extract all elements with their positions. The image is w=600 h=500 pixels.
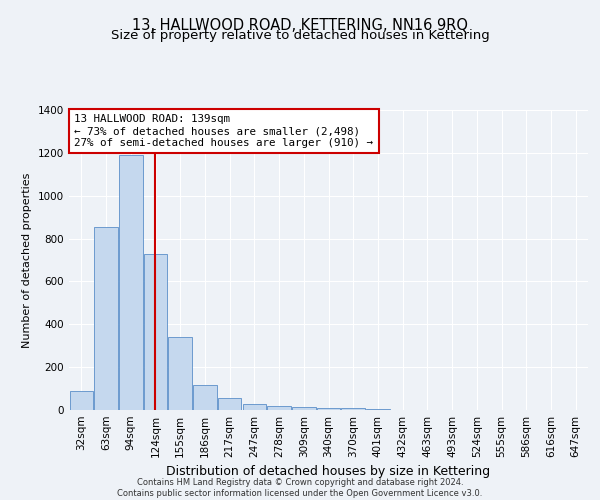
Text: Contains HM Land Registry data © Crown copyright and database right 2024.
Contai: Contains HM Land Registry data © Crown c… xyxy=(118,478,482,498)
Y-axis label: Number of detached properties: Number of detached properties xyxy=(22,172,32,348)
Bar xyxy=(268,406,291,410)
Bar xyxy=(341,408,365,410)
Bar xyxy=(144,254,167,410)
Text: 13 HALLWOOD ROAD: 139sqm
← 73% of detached houses are smaller (2,498)
27% of sem: 13 HALLWOOD ROAD: 139sqm ← 73% of detach… xyxy=(74,114,373,148)
Text: Size of property relative to detached houses in Kettering: Size of property relative to detached ho… xyxy=(110,29,490,42)
Text: 13, HALLWOOD ROAD, KETTERING, NN16 9RQ: 13, HALLWOOD ROAD, KETTERING, NN16 9RQ xyxy=(132,18,468,32)
Bar xyxy=(169,337,192,410)
Bar xyxy=(242,404,266,410)
Bar xyxy=(70,390,93,410)
Bar xyxy=(193,386,217,410)
Bar xyxy=(366,409,389,410)
Bar xyxy=(317,408,340,410)
Bar xyxy=(94,227,118,410)
Bar xyxy=(119,155,143,410)
Bar xyxy=(218,398,241,410)
Bar xyxy=(292,407,316,410)
X-axis label: Distribution of detached houses by size in Kettering: Distribution of detached houses by size … xyxy=(166,466,491,478)
